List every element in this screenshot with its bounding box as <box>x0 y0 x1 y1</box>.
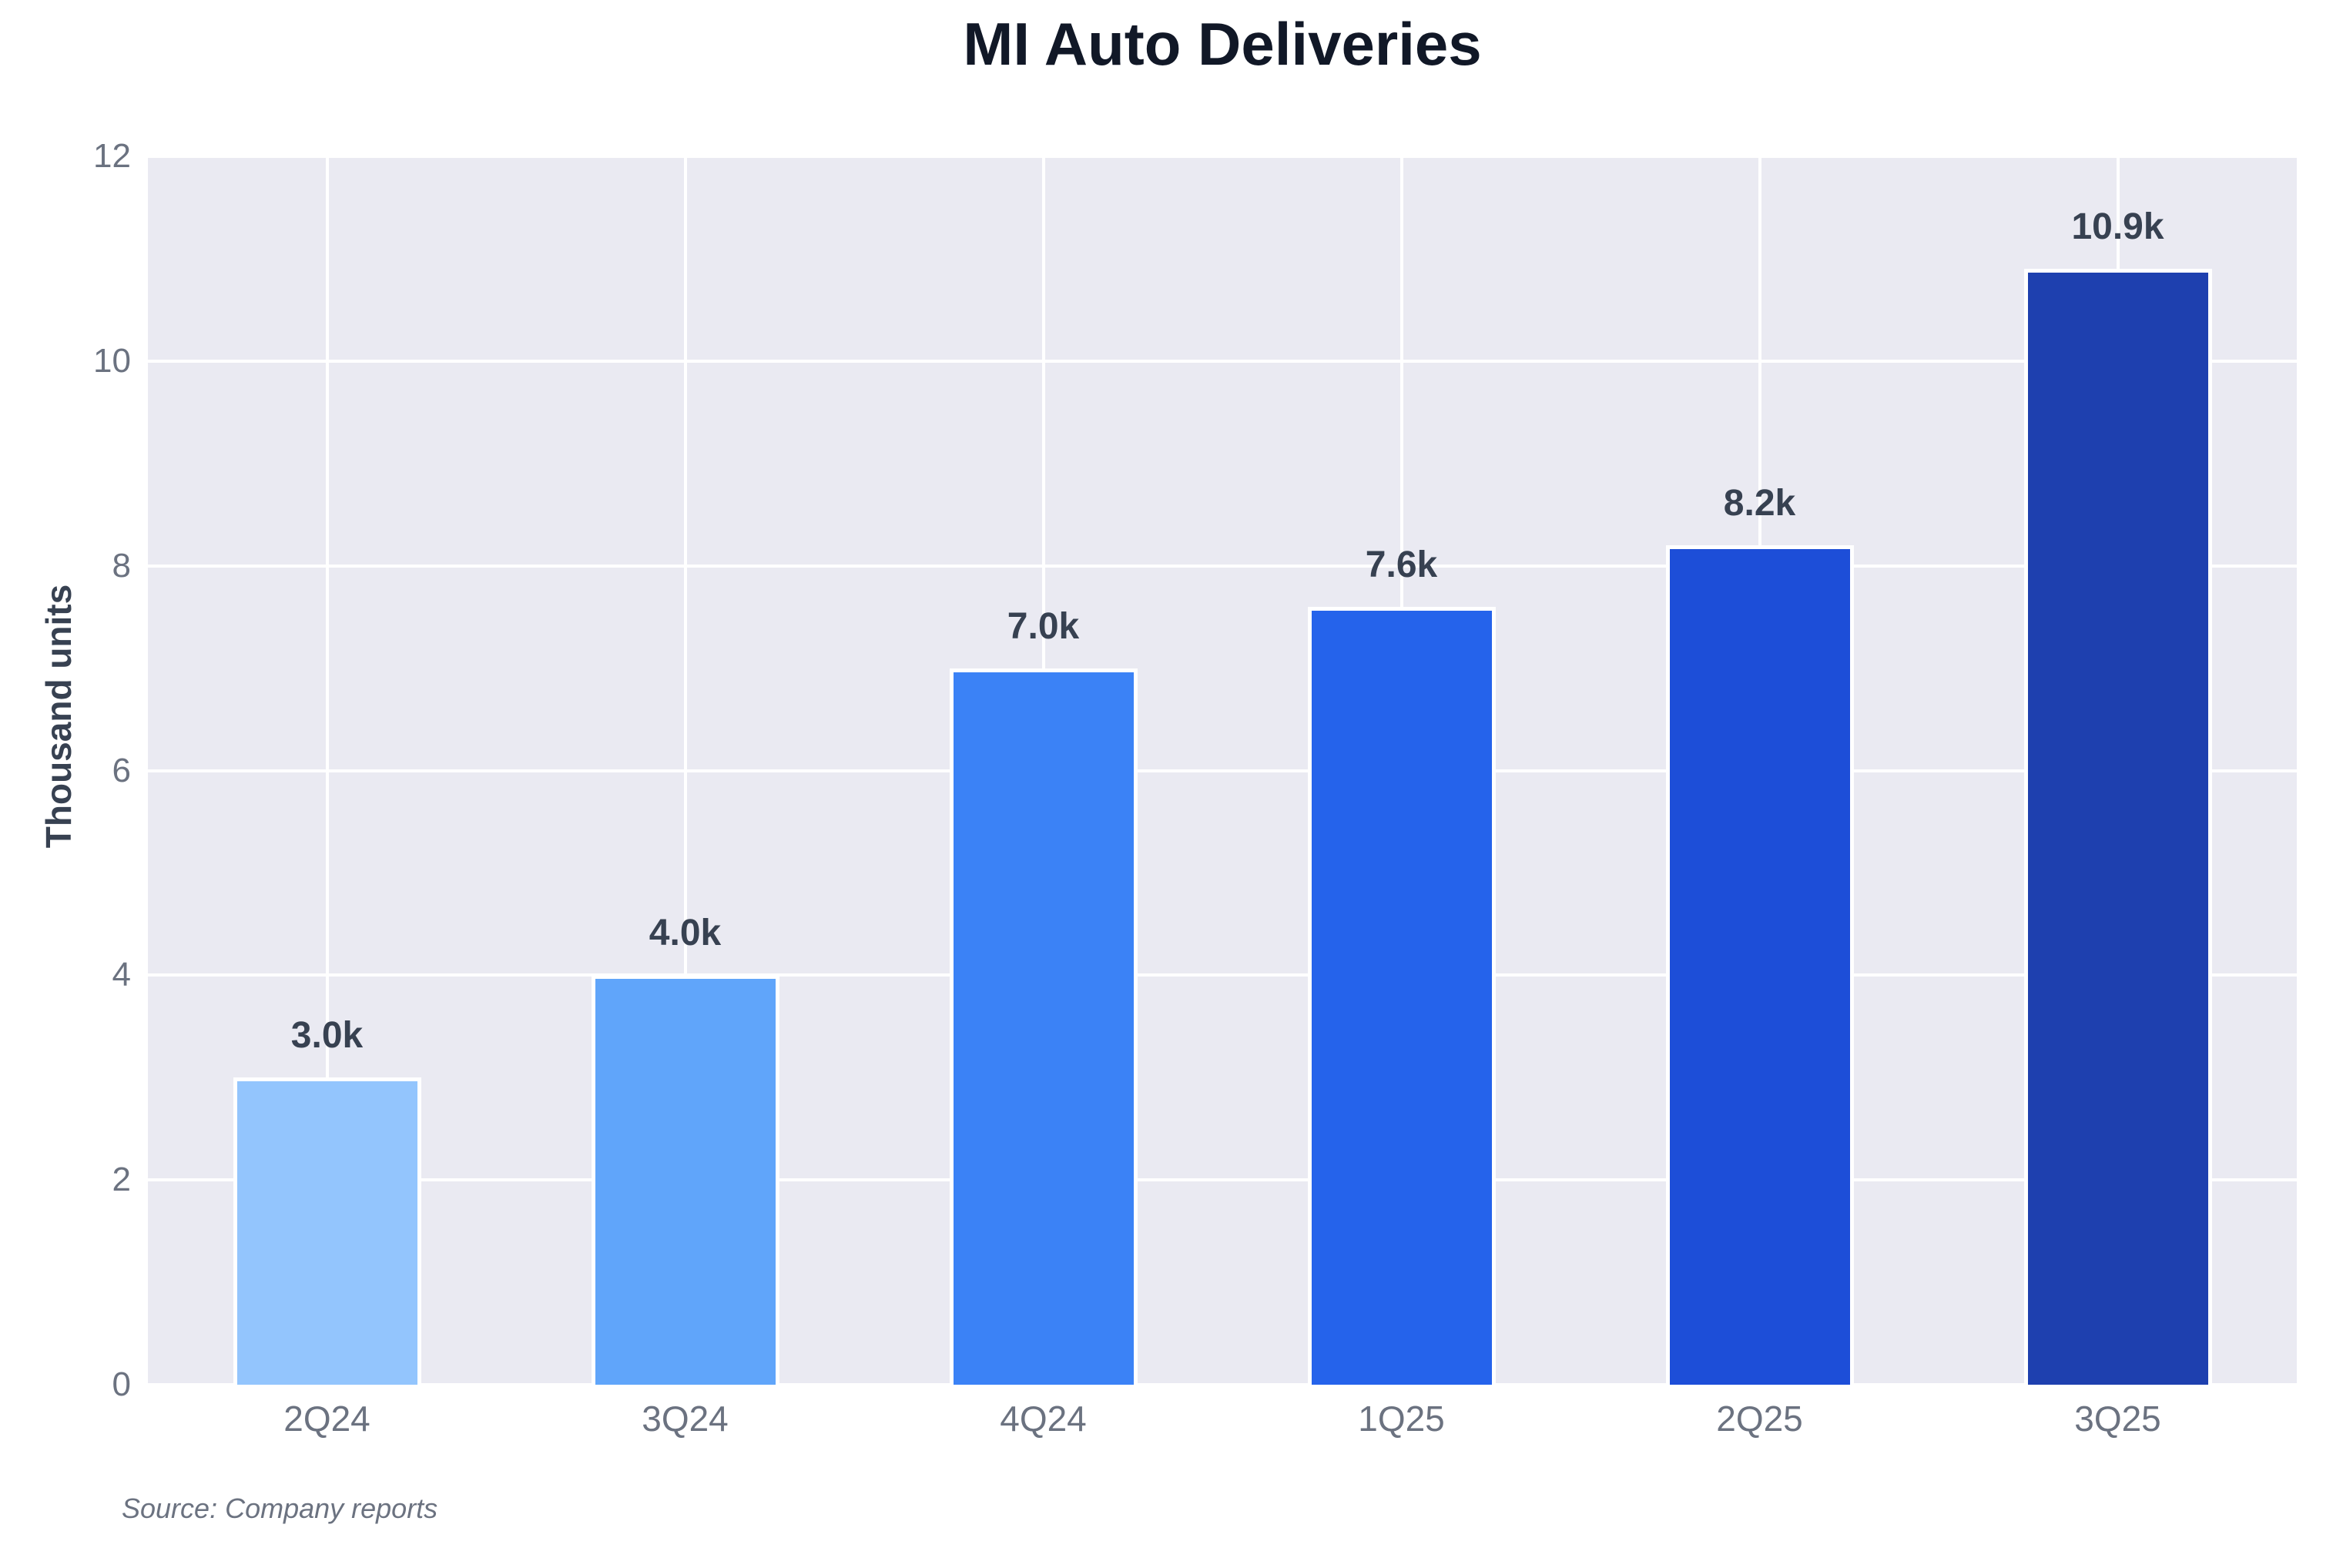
value-label: 8.2k <box>1723 483 1796 524</box>
y-tick-label: 0 <box>112 1365 131 1403</box>
source-note: Source: Company reports <box>122 1493 438 1524</box>
x-tick-label: 3Q25 <box>2074 1399 2161 1439</box>
y-tick-label: 12 <box>93 137 131 175</box>
x-tick-label: 3Q24 <box>642 1399 729 1439</box>
y-gridline <box>148 359 2297 363</box>
y-gridline <box>148 1383 2297 1386</box>
y-tick-label: 10 <box>93 341 131 380</box>
y-gridline <box>148 155 2297 158</box>
y-gridline <box>148 973 2297 977</box>
bar-4Q24 <box>949 668 1138 1385</box>
y-gridline <box>148 769 2297 772</box>
value-label: 10.9k <box>2071 206 2164 248</box>
y-tick-label: 4 <box>112 956 131 994</box>
y-tick-label: 2 <box>112 1161 131 1199</box>
y-gridline <box>148 564 2297 568</box>
plot-area: 3.0k 4.0k 7.0k 7.6k 8.2k 10.9k <box>148 155 2297 1386</box>
y-axis-label: Thousand units <box>39 584 79 849</box>
value-label: 7.6k <box>1365 544 1438 585</box>
x-gridline <box>683 156 687 1385</box>
value-label: 7.0k <box>1007 605 1080 647</box>
value-label: 3.0k <box>290 1015 364 1057</box>
chart-title: MI Auto Deliveries <box>963 10 1482 78</box>
y-tick-label: 8 <box>112 546 131 585</box>
x-tick-label: 4Q24 <box>1000 1399 1087 1439</box>
bar-2Q24 <box>233 1077 421 1385</box>
bar-3Q25 <box>2023 269 2212 1385</box>
x-tick-label: 2Q25 <box>1716 1399 1803 1439</box>
y-tick-label: 6 <box>112 751 131 789</box>
y-gridline <box>148 1178 2297 1182</box>
value-label: 4.0k <box>649 913 722 954</box>
bar-2Q25 <box>1665 545 1854 1385</box>
x-tick-label: 2Q24 <box>283 1399 370 1439</box>
x-tick-label: 1Q25 <box>1358 1399 1445 1439</box>
x-gridline <box>325 156 329 1385</box>
bar-3Q24 <box>591 975 779 1385</box>
bar-1Q25 <box>1307 606 1496 1385</box>
